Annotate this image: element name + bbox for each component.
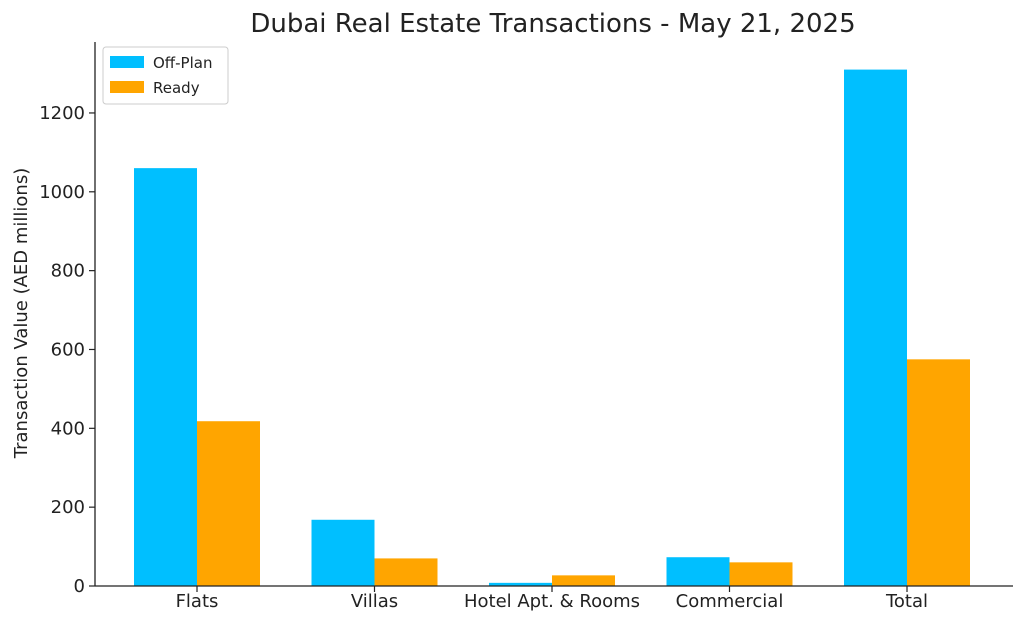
y-tick-label: 400 bbox=[51, 418, 85, 439]
legend-label-off-plan: Off-Plan bbox=[153, 54, 212, 72]
y-tick-label: 600 bbox=[51, 339, 85, 360]
bar-villas-ready bbox=[374, 558, 438, 586]
y-axis-label: Transaction Value (AED millions) bbox=[11, 168, 32, 460]
y-tick-label: 1000 bbox=[39, 182, 85, 203]
chart-title: Dubai Real Estate Transactions - May 21,… bbox=[250, 9, 855, 39]
x-tick-label: Flats bbox=[176, 591, 219, 612]
y-tick-label: 800 bbox=[51, 261, 85, 282]
legend-swatch-off-plan bbox=[110, 56, 144, 68]
bars-layer bbox=[134, 69, 970, 587]
y-tick-label: 1200 bbox=[39, 103, 85, 124]
legend-swatch-ready bbox=[110, 81, 144, 93]
bar-flats-off-plan bbox=[134, 168, 197, 586]
axes-layer: 0 200 400 600 800 1000 1200 Flats Villas Hotel Ap… bbox=[39, 42, 1013, 612]
bar-hotel-apt-rooms-ready bbox=[552, 575, 615, 586]
y-tick-label: 0 bbox=[74, 576, 85, 597]
x-tick-label: Total bbox=[885, 591, 928, 612]
x-tick-label: Commercial bbox=[676, 591, 784, 612]
bar-total-ready bbox=[907, 359, 970, 586]
x-tick-label: Hotel Apt. & Rooms bbox=[464, 591, 640, 612]
bar-flats-ready bbox=[197, 421, 260, 586]
legend: Off-Plan Ready bbox=[102, 46, 229, 105]
legend-label-ready: Ready bbox=[153, 79, 200, 97]
x-tick-label: Villas bbox=[351, 591, 398, 612]
bar-commercial-off-plan bbox=[666, 557, 730, 586]
y-tick-label: 200 bbox=[51, 497, 85, 518]
bar-commercial-ready bbox=[729, 562, 793, 586]
bar-total-off-plan bbox=[844, 69, 907, 587]
bar-hotel-apt-rooms-off-plan bbox=[489, 582, 552, 586]
bar-villas-off-plan bbox=[311, 519, 375, 586]
